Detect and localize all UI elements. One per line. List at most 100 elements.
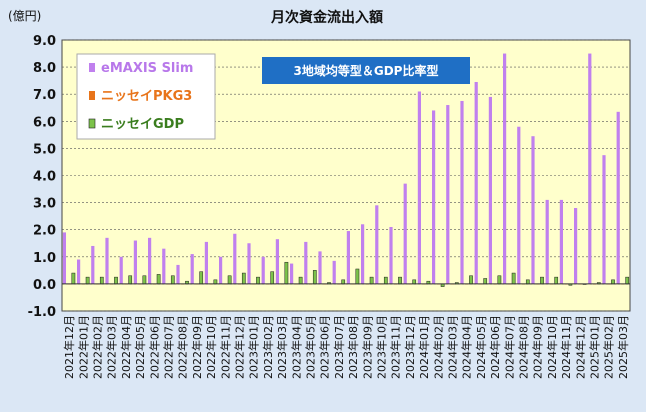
legend-swatch-emaxis — [89, 63, 95, 72]
bar-emaxis — [247, 243, 251, 284]
y-tick-label: 9.0 — [33, 34, 56, 49]
bar-emaxis — [503, 53, 507, 284]
x-tick-label: 2023年02月 — [261, 315, 275, 379]
bar-emaxis — [346, 231, 350, 284]
y-axis-ticks: -1.0 0.0 1.0 2.0 3.0 4.0 5.0 6.0 7.0 8.0 9.0 — [28, 34, 56, 320]
bar-emaxis — [275, 239, 279, 284]
bar-gdp — [497, 275, 502, 285]
bar-gdp — [355, 268, 360, 285]
x-tick-label: 2023年05月 — [304, 315, 318, 379]
bar-emaxis — [304, 241, 308, 284]
x-tick-label: 2024年05月 — [474, 315, 488, 379]
annotation-background — [262, 57, 470, 84]
x-tick-label: 2023年09月 — [360, 315, 374, 379]
legend-label-pkg3: ニッセイPKG3 — [101, 89, 192, 104]
bar-gdp — [114, 276, 118, 285]
y-tick-label: 2.0 — [33, 224, 56, 239]
x-tick-label: 2024年04月 — [460, 315, 474, 379]
bar-gdp — [469, 275, 473, 285]
x-tick-label: 2024年02月 — [431, 315, 445, 379]
bar-gdp — [85, 276, 90, 285]
bar-emaxis — [559, 199, 563, 284]
bar-gdp — [398, 276, 402, 285]
annotation-text: 3地域均等型＆GDP比率型 — [294, 63, 439, 78]
bar-gdp — [270, 271, 275, 285]
y-tick-label: 0.0 — [33, 278, 56, 293]
bar-gdp — [383, 276, 388, 285]
x-tick-label: 2024年11月 — [559, 315, 573, 379]
x-tick-label: 2023年06月 — [318, 315, 332, 379]
bar-gdp — [525, 279, 530, 285]
y-tick-label: -1.0 — [28, 305, 56, 320]
x-tick-label: 2022年02月 — [91, 315, 105, 379]
x-tick-label: 2023年07月 — [332, 315, 346, 379]
x-tick-label: 2023年11月 — [389, 315, 403, 379]
bar-emaxis — [318, 251, 322, 284]
x-tick-label: 2024年03月 — [446, 315, 460, 379]
bar-gdp — [483, 278, 488, 285]
x-tick-label: 2022年10月 — [204, 315, 218, 379]
bar-gdp — [611, 279, 615, 285]
bar-gdp — [256, 276, 260, 285]
bar-gdp — [369, 276, 374, 285]
bar-emaxis — [219, 256, 223, 284]
y-tick-label: 8.0 — [33, 61, 56, 76]
bar-emaxis — [574, 208, 578, 284]
bar-emaxis — [446, 105, 450, 284]
bar-emaxis — [375, 205, 379, 284]
bar-emaxis — [602, 155, 606, 284]
y-tick-label: 1.0 — [33, 251, 56, 266]
bar-emaxis — [133, 240, 137, 284]
x-tick-label: 2024年10月 — [545, 315, 559, 379]
annotation-box: 3地域均等型＆GDP比率型 — [262, 57, 470, 84]
bar-gdp — [298, 276, 303, 285]
bar-emaxis — [474, 82, 478, 284]
bar-emaxis — [233, 233, 237, 284]
bar-gdp — [284, 261, 289, 285]
x-tick-label: 2024年06月 — [488, 315, 502, 379]
bar-gdp — [511, 272, 516, 285]
x-tick-label: 2024年07月 — [502, 315, 516, 379]
x-tick-label: 2022年12月 — [233, 315, 247, 379]
x-tick-label: 2023年03月 — [275, 315, 289, 379]
y-axis-unit: (億円) — [8, 9, 41, 23]
bar-gdp — [156, 274, 161, 285]
bar-emaxis — [517, 126, 521, 284]
bar-gdp — [142, 275, 147, 285]
bar-gdp — [99, 276, 104, 285]
x-tick-label: 2023年10月 — [375, 315, 389, 379]
bar-gdp — [227, 275, 232, 285]
bar-gdp — [128, 275, 133, 285]
x-tick-label: 2025年02月 — [602, 315, 616, 379]
legend-box — [76, 53, 216, 140]
bar-emaxis — [588, 53, 592, 284]
x-tick-label: 2024年08月 — [517, 315, 531, 379]
x-tick-label: 2023年08月 — [346, 315, 360, 379]
legend-swatch-gdp — [88, 118, 96, 129]
bar-emaxis — [148, 237, 152, 284]
bar-emaxis — [432, 110, 436, 284]
x-tick-label: 2022年07月 — [162, 315, 176, 379]
bar-gdp — [170, 275, 175, 285]
x-tick-label: 2025年01月 — [588, 315, 602, 379]
x-tick-label: 2023年01月 — [247, 315, 261, 379]
x-tick-label: 2024年12月 — [573, 315, 587, 379]
bar-gdp — [241, 272, 246, 285]
x-tick-label: 2021年12月 — [62, 315, 76, 379]
x-tick-label: 2022年08月 — [176, 315, 190, 379]
chart-title: 月次資金流出入額 — [270, 9, 383, 26]
bar-emaxis — [531, 136, 535, 284]
x-tick-label: 2022年01月 — [76, 315, 90, 379]
bar-emaxis — [62, 232, 66, 284]
bar-emaxis — [488, 96, 492, 284]
y-tick-label: 4.0 — [33, 170, 56, 185]
y-tick-label: 6.0 — [33, 115, 56, 130]
x-tick-label: 2022年05月 — [133, 315, 147, 379]
bar-emaxis — [417, 91, 421, 284]
x-tick-label: 2022年11月 — [218, 315, 232, 379]
bar-emaxis — [105, 237, 109, 284]
y-tick-label: 7.0 — [33, 88, 56, 103]
bar-emaxis — [332, 260, 336, 284]
y-tick-label: 5.0 — [33, 142, 56, 157]
